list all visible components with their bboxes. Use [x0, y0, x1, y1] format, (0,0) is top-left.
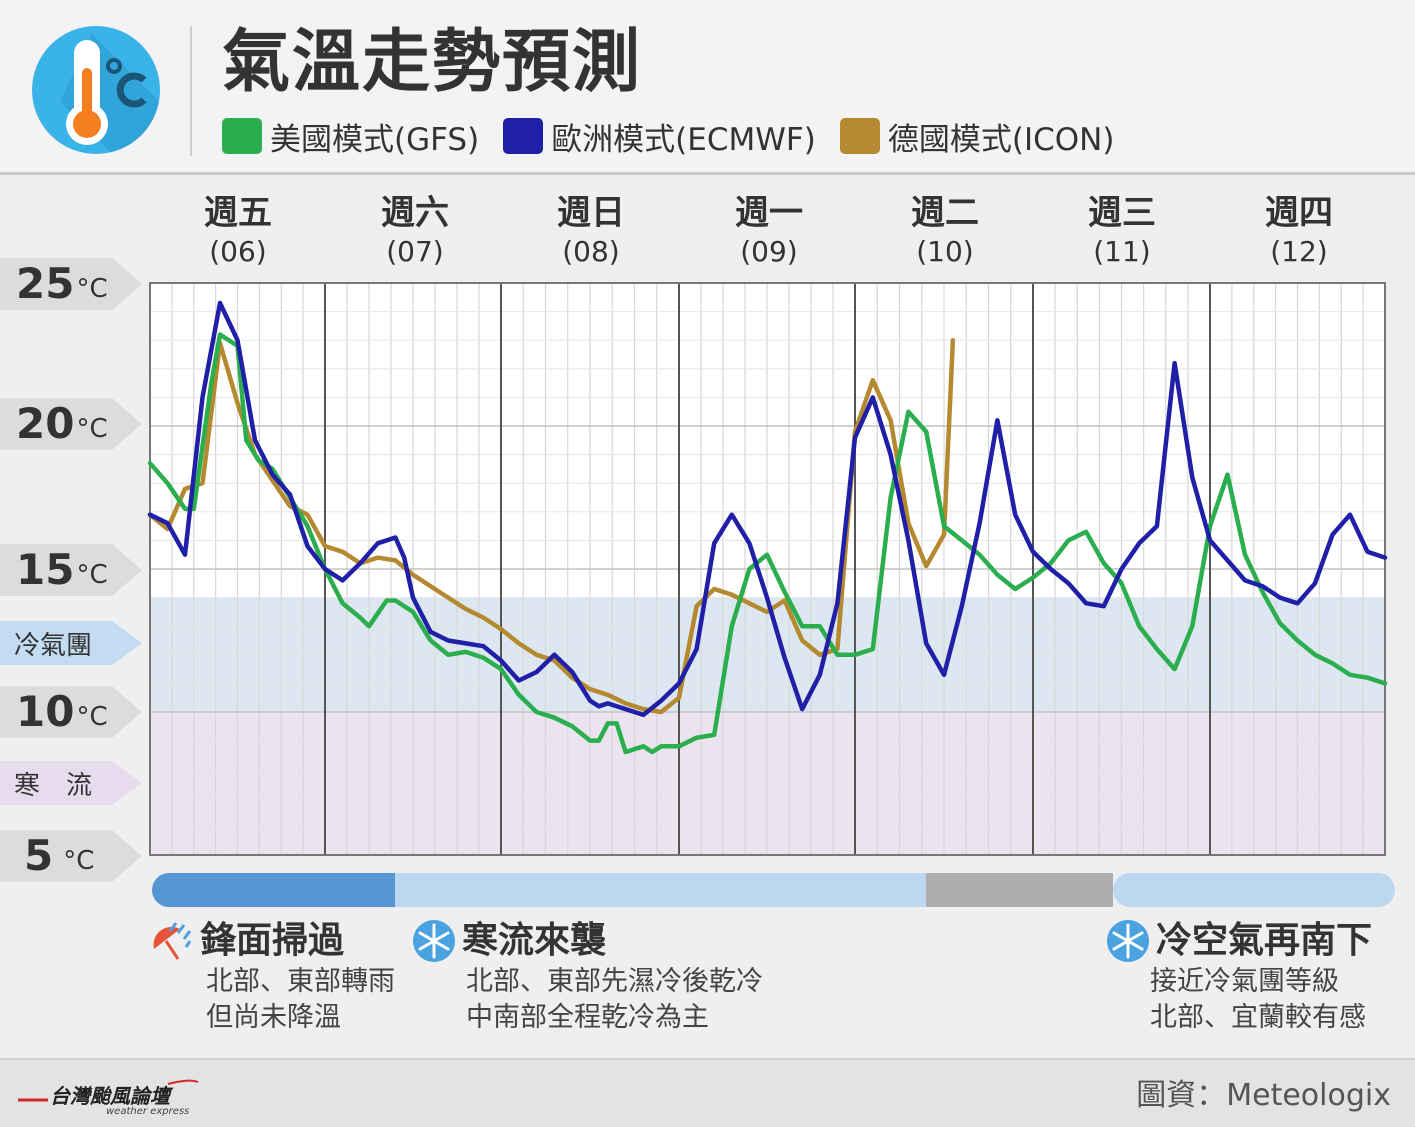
day-label-thu: 週四 (12): [1239, 192, 1359, 270]
day-label-fri: 週五 (06): [178, 192, 298, 270]
legend: 美國模式(GFS) 歐洲模式(ECMWF) 德國模式(ICON): [222, 114, 1115, 159]
legend-swatch-gfs: [222, 118, 262, 154]
y-tag-10: 10 °C: [0, 686, 142, 738]
y-tag-5: 5 °C: [0, 830, 142, 882]
y-tag-unit: °C: [76, 702, 108, 732]
legend-label-gfs: 美國模式(GFS): [270, 121, 480, 158]
brand-logo: 台灣颱風論壇 weather express: [18, 1076, 218, 1120]
day-name: 週一: [735, 193, 803, 233]
day-name: 週六: [381, 193, 449, 233]
phase-bar-segment: [1112, 873, 1395, 907]
y-tag-number: 5: [24, 831, 54, 880]
header-divider: [190, 26, 192, 156]
rain-umbrella-icon: [153, 922, 192, 960]
legend-label-ecmwf: 歐洲模式(ECMWF): [551, 121, 816, 158]
y-tag-20: 20 °C: [0, 398, 142, 450]
legend-item-gfs: 美國模式(GFS): [222, 114, 479, 159]
event-desc-line: 北部、東部先濕冷後乾冷: [466, 966, 763, 997]
event-desc-line: 但尚未降溫: [206, 1002, 341, 1033]
snowflake-icon: [413, 920, 455, 962]
snowflake-icon: [1107, 920, 1149, 962]
event-cold-air-again: 冷空氣再南下 接近冷氣團等級 北部、宜蘭較有感: [1106, 918, 1372, 1036]
day-name: 週三: [1088, 193, 1156, 233]
legend-item-icon: 德國模式(ICON): [839, 114, 1115, 159]
y-tag-number: 20: [16, 399, 75, 448]
day-date: (11): [1093, 235, 1151, 268]
event-title: 鋒面掃過: [200, 920, 345, 961]
header: 氣溫走勢預測 美國模式(GFS) 歐洲模式(ECMWF) 德國模式(ICON): [0, 0, 1415, 175]
event-front: 鋒面掃過 北部、東部轉雨 但尚未降溫: [150, 918, 395, 1036]
y-tag-unit: °C: [63, 846, 95, 876]
event-cold-wave: 寒流來襲 北部、東部先濕冷後乾冷 中南部全程乾冷為主: [412, 918, 763, 1036]
event-title: 冷空氣再南下: [1156, 920, 1373, 961]
day-date: (09): [740, 235, 798, 268]
footer: 台灣颱風論壇 weather express 圖資：Meteologix: [0, 1058, 1415, 1127]
day-date: (07): [386, 235, 444, 268]
page-title: 氣溫走勢預測: [222, 23, 643, 102]
day-date: (12): [1270, 235, 1328, 268]
zone-tag-cold-air-mass: 冷氣團: [0, 621, 142, 665]
event-desc-line: 中南部全程乾冷為主: [466, 1002, 709, 1033]
y-tag-unit: °C: [76, 414, 108, 444]
brand-name: 台灣颱風論壇: [50, 1084, 170, 1108]
event-desc-line: 接近冷氣團等級: [1150, 966, 1339, 997]
event-desc-line: 北部、東部轉雨: [206, 966, 395, 997]
y-tag-number: 25: [16, 259, 75, 308]
event-title: 寒流來襲: [462, 920, 607, 961]
y-tag-unit: °C: [76, 274, 108, 304]
y-tag-number: 10: [16, 687, 75, 736]
phase-bar-segment: [152, 873, 396, 907]
day-date: (06): [209, 235, 267, 268]
day-name: 週日: [557, 193, 625, 233]
plot-frame: [149, 282, 1386, 856]
day-name: 週五: [204, 193, 272, 233]
y-tag-15: 15 °C: [0, 544, 142, 596]
phase-bar-segment: [395, 873, 927, 907]
thermometer-logo-icon: [32, 26, 160, 154]
day-date: (08): [562, 235, 620, 268]
day-name: 週四: [1265, 193, 1333, 233]
legend-swatch-icon: [839, 118, 880, 154]
legend-swatch-ecmwf: [503, 118, 544, 154]
day-label-wed: 週三 (11): [1062, 192, 1182, 270]
day-label-tue: 週二 (10): [885, 192, 1005, 270]
day-label-sun: 週日 (08): [531, 192, 651, 270]
day-label-mon: 週一 (09): [709, 192, 829, 270]
phase-bar-segment: [926, 873, 1113, 907]
y-tag-unit: °C: [76, 560, 108, 590]
y-tag-25: 25 °C: [0, 258, 142, 310]
day-name: 週二: [911, 193, 979, 233]
brand-subtitle: weather express: [106, 1106, 190, 1117]
day-date: (10): [916, 235, 974, 268]
source-credit: 圖資：Meteologix: [1136, 1078, 1391, 1113]
legend-label-icon: 德國模式(ICON): [887, 121, 1115, 158]
zone-tag-label: 冷氣團: [14, 630, 93, 661]
zone-tag-label: 寒 流: [14, 770, 93, 801]
legend-item-ecmwf: 歐洲模式(ECMWF): [503, 114, 816, 159]
y-tag-number: 15: [16, 545, 75, 594]
series-line-ecmwf: [147, 300, 1388, 718]
day-label-sat: 週六 (07): [355, 192, 475, 270]
event-desc-line: 北部、宜蘭較有感: [1150, 1002, 1366, 1033]
series-line-gfs: [147, 332, 1388, 755]
zone-tag-cold-wave: 寒 流: [0, 761, 142, 805]
